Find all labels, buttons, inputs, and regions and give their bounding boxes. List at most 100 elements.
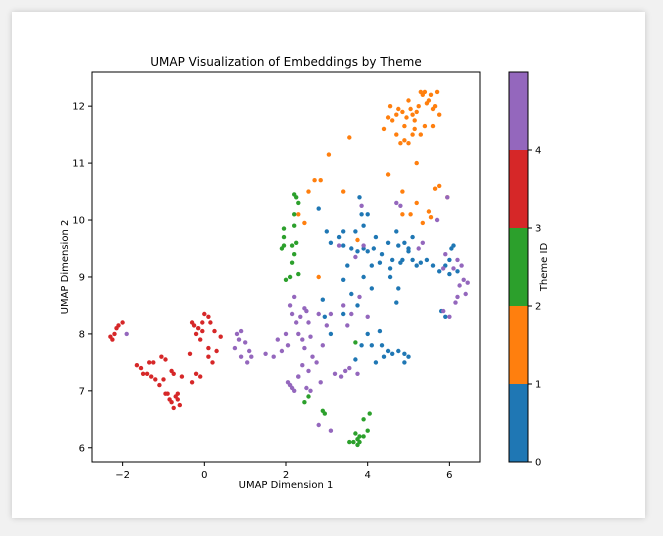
- data-point-theme-4: [347, 365, 352, 371]
- data-point-theme-1: [428, 215, 434, 220]
- data-point-theme-4: [304, 385, 309, 391]
- data-point-theme-1: [402, 123, 407, 129]
- data-point-theme-0: [396, 348, 401, 354]
- data-point-theme-1: [418, 132, 423, 137]
- data-point-theme-3: [153, 377, 158, 382]
- data-point-theme-4: [249, 354, 254, 359]
- data-point-theme-4: [245, 360, 250, 365]
- data-point-theme-0: [320, 297, 325, 302]
- data-point-theme-1: [426, 209, 432, 214]
- data-point-theme-0: [418, 260, 423, 265]
- data-point-theme-3: [193, 331, 199, 337]
- data-point-theme-0: [336, 234, 342, 240]
- data-point-theme-0: [379, 252, 385, 257]
- data-point-theme-4: [420, 240, 425, 245]
- data-point-theme-1: [402, 138, 407, 143]
- data-point-theme-4: [416, 246, 421, 251]
- data-point-theme-0: [353, 229, 358, 234]
- data-point-theme-3: [112, 331, 117, 337]
- data-point-theme-4: [447, 314, 452, 319]
- data-point-theme-1: [355, 237, 360, 243]
- data-point-theme-4: [341, 303, 346, 308]
- colorbar-segment-1: [509, 306, 528, 384]
- data-point-theme-0: [381, 354, 387, 359]
- data-point-theme-0: [385, 348, 391, 354]
- data-point-theme-3: [206, 354, 211, 359]
- data-point-theme-4: [332, 371, 338, 376]
- data-point-theme-0: [406, 354, 411, 359]
- data-point-theme-2: [357, 434, 362, 439]
- data-point-theme-0: [355, 249, 360, 254]
- data-point-theme-0: [324, 229, 329, 234]
- data-point-theme-0: [365, 212, 370, 217]
- data-point-theme-3: [159, 354, 164, 359]
- data-point-theme-2: [306, 394, 311, 399]
- data-point-theme-4: [365, 314, 370, 319]
- chart-title: UMAP Visualization of Embeddings by Them…: [150, 55, 421, 69]
- x-axis-label: UMAP Dimension 1: [239, 480, 334, 491]
- data-point-theme-4: [463, 291, 468, 297]
- data-point-theme-0: [373, 360, 379, 365]
- data-point-theme-4: [336, 243, 342, 248]
- data-point-theme-1: [396, 106, 401, 112]
- data-point-theme-3: [171, 405, 176, 411]
- data-point-theme-4: [292, 294, 297, 300]
- data-point-theme-3: [149, 374, 154, 379]
- data-point-theme-4: [232, 345, 238, 351]
- data-point-theme-4: [300, 337, 305, 342]
- data-point-theme-3: [120, 320, 125, 325]
- data-point-theme-0: [410, 234, 415, 240]
- data-point-theme-1: [414, 109, 419, 115]
- data-point-theme-3: [198, 337, 203, 342]
- data-point-theme-4: [361, 243, 366, 248]
- data-point-theme-4: [271, 354, 276, 359]
- data-point-theme-4: [455, 257, 460, 263]
- data-point-theme-4: [279, 348, 285, 354]
- colorbar-frame: [508, 71, 529, 463]
- data-point-theme-4: [328, 311, 334, 317]
- data-point-theme-1: [422, 89, 428, 95]
- figure-card: −2 0 2 4 6 6 7 8 9 10 11 12 UMAP Visualization of …: [12, 12, 645, 518]
- data-point-theme-4: [124, 331, 129, 337]
- data-point-theme-1: [410, 132, 415, 137]
- data-point-theme-1: [412, 118, 417, 123]
- data-point-theme-0: [396, 243, 401, 248]
- colorbar-segment-3: [509, 150, 528, 228]
- data-point-theme-3: [175, 397, 180, 402]
- data-point-theme-1: [318, 178, 323, 183]
- plot-frame: [91, 71, 481, 463]
- data-point-theme-4: [343, 368, 348, 374]
- data-point-theme-1: [296, 212, 301, 217]
- data-point-theme-4: [238, 328, 244, 334]
- data-point-theme-2: [294, 195, 299, 200]
- colorbar-tick-label: 1: [535, 380, 541, 391]
- data-point-theme-2: [289, 243, 295, 248]
- colorbar-segment-2: [509, 228, 528, 306]
- data-point-theme-4: [314, 360, 319, 365]
- data-point-theme-1: [398, 141, 403, 146]
- data-point-theme-1: [302, 220, 307, 226]
- x-tick-label: 2: [283, 470, 289, 481]
- data-point-theme-4: [441, 308, 446, 314]
- data-point-theme-1: [381, 126, 387, 132]
- data-point-theme-2: [353, 431, 358, 436]
- data-point-theme-1: [400, 212, 405, 217]
- data-point-theme-0: [353, 357, 358, 362]
- data-point-theme-4: [296, 374, 301, 379]
- data-point-theme-4: [461, 277, 466, 282]
- data-point-theme-4: [441, 266, 446, 271]
- data-point-theme-4: [338, 374, 344, 379]
- data-point-theme-2: [287, 274, 293, 280]
- data-point-theme-3: [214, 348, 219, 354]
- data-point-theme-0: [361, 274, 366, 280]
- data-point-theme-1: [347, 135, 352, 140]
- data-point-theme-0: [437, 269, 442, 274]
- data-point-theme-3: [110, 337, 115, 342]
- data-point-theme-2: [292, 212, 297, 217]
- data-point-theme-0: [328, 240, 334, 245]
- data-point-theme-1: [437, 183, 442, 189]
- data-point-theme-1: [426, 98, 432, 103]
- data-point-theme-0: [424, 257, 430, 263]
- data-point-theme-3: [189, 380, 195, 385]
- data-point-theme-4: [298, 314, 303, 319]
